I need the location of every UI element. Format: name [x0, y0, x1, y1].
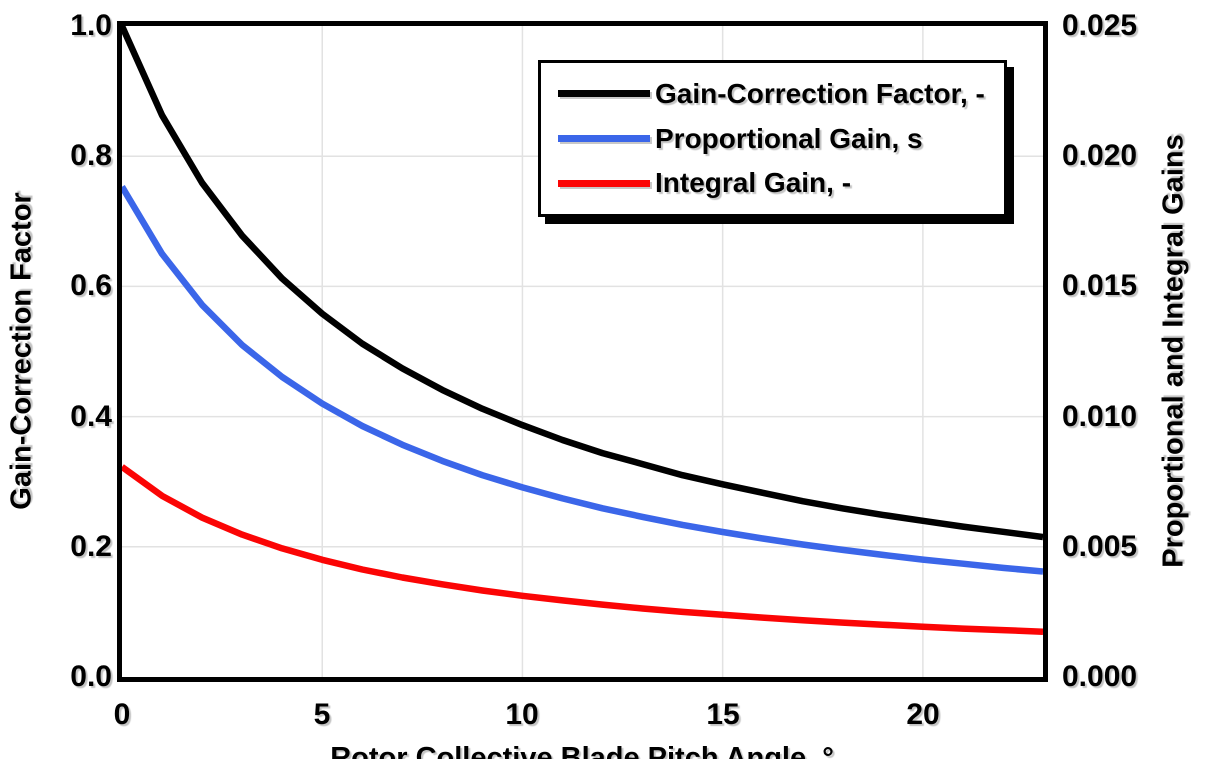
- y-left-tick: 0.8: [70, 139, 112, 172]
- y-right-tick: 0.005: [1062, 530, 1138, 563]
- y-left-tick: 1.0: [70, 9, 112, 42]
- legend-line-swatch-black: [558, 90, 650, 98]
- x-tick: 5: [313, 698, 331, 731]
- legend-line-swatch-blue: [558, 135, 650, 142]
- legend-label: Proportional Gain, s: [655, 122, 923, 154]
- y-left-tick: 0.4: [70, 400, 112, 433]
- y-right-tick: 0.000: [1062, 660, 1138, 693]
- x-tick: 15: [706, 698, 740, 731]
- y-right-tick: 0.020: [1062, 139, 1138, 172]
- x-tick: 20: [906, 698, 940, 731]
- y-left-tick: 0.2: [70, 530, 112, 563]
- x-tick: 0: [113, 698, 131, 731]
- legend-label: Integral Gain, -: [655, 167, 852, 199]
- y-right-axis-title: Proportional and Integral Gains: [1157, 134, 1190, 568]
- y-left-tick: 0.6: [70, 269, 112, 302]
- legend-item-integral-gain: Integral Gain, -: [558, 169, 1004, 197]
- y-left-axis-title: Gain-Correction Factor: [5, 192, 38, 510]
- plot-svg: [122, 26, 1043, 677]
- legend-label: Gain-Correction Factor, -: [655, 77, 985, 109]
- y-right-tick: 0.025: [1062, 9, 1138, 42]
- y-right-tick: 0.010: [1062, 400, 1138, 433]
- y-left-tick: 0.0: [70, 660, 112, 693]
- x-tick: 10: [505, 698, 539, 731]
- legend-item-gain-correction: Gain-Correction Factor, -: [558, 77, 1004, 109]
- legend-item-proportional-gain: Proportional Gain, s: [558, 122, 1004, 154]
- legend: Gain-Correction Factor, - Proportional G…: [538, 60, 1007, 217]
- y-right-tick: 0.015: [1062, 269, 1138, 302]
- legend-line-swatch-red: [558, 179, 650, 187]
- x-axis-title: Rotor Collective Blade Pitch Angle, °: [330, 742, 834, 759]
